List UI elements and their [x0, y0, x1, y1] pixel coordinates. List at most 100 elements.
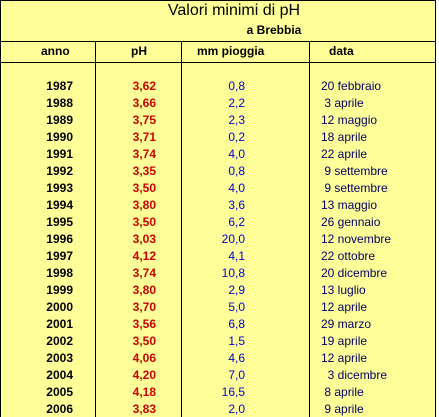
table-row: 1990 3,71 0,2 18 aprile: [1, 130, 435, 147]
anno-cell: 1997: [46, 249, 73, 263]
anno-cell: 1998: [46, 266, 73, 280]
ph-cell: 4,12: [132, 249, 156, 263]
column-divider: [95, 41, 96, 417]
table-row: 2006 3,83 2,0 9 aprile: [1, 402, 435, 417]
table-row: 1988 3,66 2,2 3 aprile: [1, 96, 435, 113]
table-body: 1987 3,62 0,8 20 febbraio 1988 3,66 2,2 3 apri…: [1, 79, 435, 417]
mm-pioggia-cell: 16,5: [221, 385, 245, 399]
header-data: data: [329, 44, 354, 58]
mm-pioggia-cell: 2,9: [228, 283, 245, 297]
header-row: anno pH mm pioggia data: [1, 41, 435, 63]
ph-cell: 3,80: [132, 198, 156, 212]
mm-pioggia-cell: 2,0: [228, 402, 245, 416]
anno-cell: 2005: [46, 385, 73, 399]
ph-cell: 3,03: [132, 232, 156, 246]
ph-cell: 3,71: [132, 130, 156, 144]
mm-pioggia-cell: 3,6: [228, 198, 245, 212]
anno-cell: 2001: [46, 317, 73, 331]
table-row: 2000 3,70 5,0 12 aprile: [1, 300, 435, 317]
data-cell: 20 dicembre: [321, 266, 388, 280]
anno-cell: 1996: [46, 232, 73, 246]
data-cell: 19 aprile: [321, 334, 368, 348]
data-cell: 12 aprile: [321, 300, 368, 314]
mm-pioggia-cell: 10,8: [221, 266, 245, 280]
ph-cell: 3,74: [132, 147, 156, 161]
anno-cell: 1991: [46, 147, 73, 161]
ph-cell: 3,83: [132, 402, 156, 416]
ph-cell: 3,74: [132, 266, 156, 280]
data-cell: 18 aprile: [321, 130, 368, 144]
header-mm-pioggia: mm pioggia: [197, 44, 265, 58]
ph-cell: 4,06: [132, 351, 156, 365]
table-title: Valori minimi di pH: [167, 2, 301, 19]
data-cell: 29 marzo: [321, 317, 372, 331]
column-divider: [309, 41, 310, 417]
data-cell: 22 ottobre: [321, 249, 376, 263]
table-row: 1996 3,03 20,0 12 novembre: [1, 232, 435, 249]
mm-pioggia-cell: 0,8: [228, 164, 245, 178]
table-row: 1989 3,75 2,3 12 maggio: [1, 113, 435, 130]
data-cell: 20 febbraio: [321, 79, 382, 93]
table-row: 1998 3,74 10,8 20 dicembre: [1, 266, 435, 283]
anno-cell: 2004: [46, 368, 73, 382]
ph-cell: 3,50: [132, 215, 156, 229]
data-cell: 12 novembre: [321, 232, 392, 246]
ph-cell: 3,75: [132, 113, 156, 127]
ph-cell: 3,66: [132, 96, 156, 110]
data-cell: 9 settembre: [321, 181, 388, 195]
anno-cell: 2002: [46, 334, 73, 348]
table-row: 2003 4,06 4,6 12 aprile: [1, 351, 435, 368]
data-cell: 8 aprile: [321, 385, 364, 399]
ph-cell: 3,80: [132, 283, 156, 297]
ph-cell: 4,18: [132, 385, 156, 399]
anno-cell: 2006: [46, 402, 73, 416]
data-cell: 9 settembre: [321, 164, 388, 178]
mm-pioggia-cell: 4,0: [228, 181, 245, 195]
data-cell: 3 aprile: [321, 96, 364, 110]
data-cell: 3 dicembre: [321, 368, 388, 382]
anno-cell: 1999: [46, 283, 73, 297]
ph-cell: 3,56: [132, 317, 156, 331]
mm-pioggia-cell: 20,0: [221, 232, 245, 246]
data-cell: 12 aprile: [321, 351, 368, 365]
anno-cell: 1992: [46, 164, 73, 178]
table-subtitle: a Brebbia: [246, 23, 302, 37]
table-row: 1992 3,35 0,8 9 settembre: [1, 164, 435, 181]
column-divider: [181, 41, 182, 417]
data-cell: 13 luglio: [321, 283, 366, 297]
table-row: 2002 3,50 1,5 19 aprile: [1, 334, 435, 351]
mm-pioggia-cell: 0,2: [228, 130, 245, 144]
table-row: 1991 3,74 4,0 22 aprile: [1, 147, 435, 164]
ph-cell: 3,50: [132, 334, 156, 348]
table-row: 1994 3,80 3,6 13 maggio: [1, 198, 435, 215]
table-row: 1995 3,50 6,2 26 gennaio: [1, 215, 435, 232]
mm-pioggia-cell: 6,2: [228, 215, 245, 229]
anno-cell: 1989: [46, 113, 73, 127]
anno-cell: 1990: [46, 130, 73, 144]
anno-cell: 1993: [46, 181, 73, 195]
table-row: 1997 4,12 4,1 22 ottobre: [1, 249, 435, 266]
ph-cell: 4,20: [132, 368, 156, 382]
data-cell: 26 gennaio: [321, 215, 381, 229]
data-cell: 9 aprile: [321, 402, 364, 416]
table-row: 1999 3,80 2,9 13 luglio: [1, 283, 435, 300]
table-row: 1993 3,50 4,0 9 settembre: [1, 181, 435, 198]
mm-pioggia-cell: 4,1: [228, 249, 245, 263]
anno-cell: 1987: [46, 79, 73, 93]
mm-pioggia-cell: 0,8: [228, 79, 245, 93]
mm-pioggia-cell: 4,0: [228, 147, 245, 161]
anno-cell: 1988: [46, 96, 73, 110]
table-row: 2005 4,18 16,5 8 aprile: [1, 385, 435, 402]
ph-cell: 3,50: [132, 181, 156, 195]
ph-cell: 3,62: [132, 79, 156, 93]
table-row: 2004 4,20 7,0 3 dicembre: [1, 368, 435, 385]
header-anno: anno: [41, 44, 70, 58]
mm-pioggia-cell: 2,3: [228, 113, 245, 127]
mm-pioggia-cell: 5,0: [228, 300, 245, 314]
table-row: 2001 3,56 6,8 29 marzo: [1, 317, 435, 334]
data-cell: 22 aprile: [321, 147, 368, 161]
anno-cell: 1995: [46, 215, 73, 229]
data-cell: 12 maggio: [321, 113, 378, 127]
table-row: 1987 3,62 0,8 20 febbraio: [1, 79, 435, 96]
